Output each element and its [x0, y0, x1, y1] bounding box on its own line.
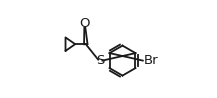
Text: Br: Br	[144, 54, 158, 67]
Text: O: O	[80, 17, 90, 30]
Text: S: S	[96, 54, 104, 67]
